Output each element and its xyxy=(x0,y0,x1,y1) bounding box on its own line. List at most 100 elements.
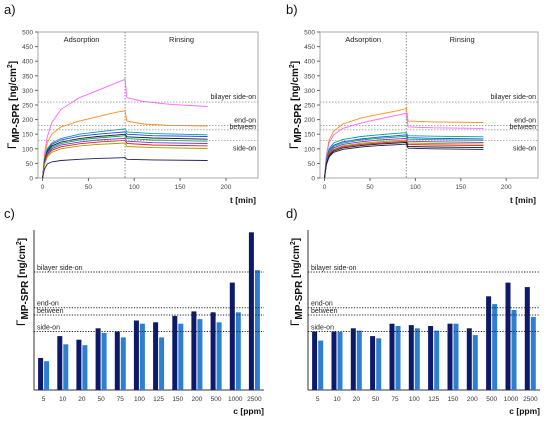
reference-label: side-on xyxy=(311,324,334,331)
x-tick-label: 150 xyxy=(175,184,186,191)
reference-label: bilayer side-on xyxy=(490,94,536,101)
series-line-9 xyxy=(42,142,208,179)
x-tick-label: 50 xyxy=(97,396,105,403)
x-tick-label: 50 xyxy=(85,184,93,191)
bar-light-500 xyxy=(216,322,222,390)
x-axis-label: c [ppm] xyxy=(233,406,264,416)
x-tick-label: 75 xyxy=(117,396,125,403)
bar-dark-1000 xyxy=(229,282,235,390)
y-label-subscript: MP-SPR xyxy=(20,280,31,320)
bar-light-100 xyxy=(414,328,420,390)
x-tick-label: 500 xyxy=(211,396,222,403)
y-label-unit-close: ] xyxy=(8,61,19,64)
y-tick-label: 200 xyxy=(304,117,315,124)
x-tick-label: 150 xyxy=(172,396,183,403)
x-tick-label: 125 xyxy=(153,396,164,403)
bar-light-50 xyxy=(101,332,107,390)
reference-label: between xyxy=(37,308,64,315)
y-tick-label: 250 xyxy=(22,103,33,110)
y-label-unit-close: ] xyxy=(17,238,28,241)
y-tick-label: 100 xyxy=(304,146,315,153)
y-label-unit-superscript: 2 xyxy=(289,64,296,68)
bar-light-1000 xyxy=(235,312,241,390)
panel-c: c) 5 10 20 50 75 100 125 150 200 500 1000 2500 bilaye… xyxy=(4,206,264,416)
panel-a: a) 0 50 100 150 200 250 300 350 400 450 500 0 50 100 15… xyxy=(4,2,259,205)
y-label-symbol: Γ xyxy=(287,142,301,149)
y-label-subscript: MP-SPR xyxy=(294,280,305,320)
bar-dark-150 xyxy=(447,323,453,390)
reference-label: side-on xyxy=(513,146,536,153)
x-tick-label: 0 xyxy=(41,184,45,191)
plot-frame xyxy=(319,31,539,179)
bar-dark-20 xyxy=(350,328,356,390)
reference-label: end-on xyxy=(311,301,333,308)
y-label-unit-close: ] xyxy=(290,61,301,64)
y-label-unit: [ng/cm xyxy=(17,245,28,281)
reference-label: end-on xyxy=(234,117,256,124)
y-tick-label: 200 xyxy=(22,117,33,124)
x-axis-label: c [ppm] xyxy=(509,406,540,416)
bar-light-200 xyxy=(472,335,478,390)
x-axis-label: t [min] xyxy=(510,195,536,205)
bar-dark-150 xyxy=(172,315,178,390)
phase-label-adsorption: Adsorption xyxy=(64,35,100,44)
bar-light-150 xyxy=(453,323,459,390)
panel-d: d) 5 10 20 50 75 100 125 150 200 500 1000 2500 bilaye… xyxy=(286,206,540,416)
y-axis-label: ΓMP-SPR [ng/cm2] xyxy=(287,61,304,149)
x-tick-label: 100 xyxy=(134,396,145,403)
y-tick-label: 300 xyxy=(304,88,315,95)
bar-light-5 xyxy=(318,340,324,390)
x-tick-label: 10 xyxy=(59,396,67,403)
bar-light-500 xyxy=(492,304,498,390)
bar-light-2500 xyxy=(530,316,536,390)
x-axis-label: t [min] xyxy=(230,195,256,205)
bar-dark-75 xyxy=(114,331,120,390)
panel-label-a: a) xyxy=(4,2,16,17)
bar-dark-200 xyxy=(466,328,472,390)
series-line-8 xyxy=(42,139,208,179)
reference-label: side-on xyxy=(37,324,60,331)
bar-light-10 xyxy=(63,344,69,390)
y-label-unit-superscript: 2 xyxy=(16,241,23,245)
x-tick-label: 20 xyxy=(78,396,86,403)
bar-dark-125 xyxy=(153,322,159,390)
x-tick-label: 500 xyxy=(486,396,497,403)
x-tick-label: 150 xyxy=(448,396,459,403)
bar-dark-20 xyxy=(76,339,82,390)
bar-dark-5 xyxy=(38,358,44,390)
x-tick-label: 200 xyxy=(501,184,512,191)
bar-light-20 xyxy=(356,330,362,390)
x-tick-label: 2500 xyxy=(523,396,538,403)
y-label-symbol: Γ xyxy=(14,319,28,326)
reference-label: bilayer side-on xyxy=(311,265,357,272)
bar-dark-100 xyxy=(133,320,139,390)
panel-b: b) 0 50 100 150 200 250 300 350 400 450 500 0 50 100 15… xyxy=(286,2,539,205)
series-line-1 xyxy=(42,78,208,179)
reference-label: bilayer side-on xyxy=(37,265,83,272)
y-tick-label: 450 xyxy=(22,44,33,51)
bar-dark-10 xyxy=(331,331,337,390)
y-tick-label: 500 xyxy=(22,30,33,37)
y-tick-label: 50 xyxy=(26,161,34,168)
y-tick-label: 250 xyxy=(304,103,315,110)
x-tick-label: 125 xyxy=(428,396,439,403)
bar-dark-10 xyxy=(57,336,63,390)
y-tick-label: 0 xyxy=(311,176,315,183)
bar-dark-75 xyxy=(389,323,395,390)
y-tick-label: 50 xyxy=(308,161,316,168)
bar-light-200 xyxy=(197,319,203,390)
series-line-2 xyxy=(324,112,484,179)
y-label-unit: [ng/cm xyxy=(290,68,301,104)
bar-dark-500 xyxy=(486,296,492,390)
reference-label: between xyxy=(510,124,537,131)
y-tick-label: 450 xyxy=(304,44,315,51)
reference-label: side-on xyxy=(233,146,256,153)
series-line-10 xyxy=(42,157,208,179)
bar-light-100 xyxy=(139,323,145,390)
x-tick-label: 100 xyxy=(410,184,421,191)
reference-label: between xyxy=(311,308,338,315)
bar-light-75 xyxy=(395,326,401,390)
y-label-unit: [ng/cm xyxy=(8,68,19,104)
y-label-unit-superscript: 2 xyxy=(290,241,297,245)
